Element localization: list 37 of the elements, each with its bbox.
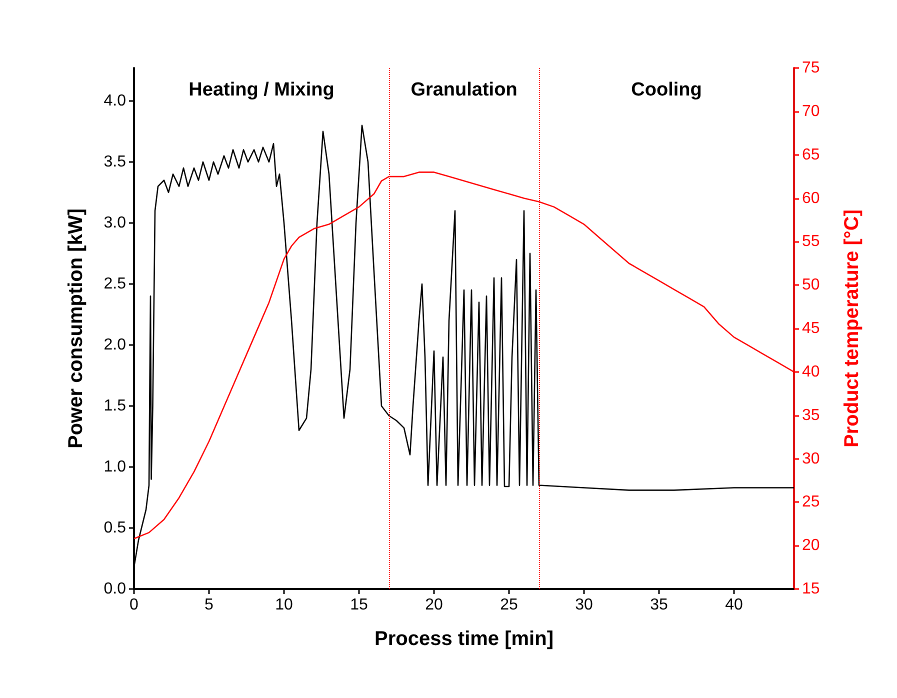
y2-tick-label: 20	[802, 537, 820, 554]
y2-tick-label: 40	[802, 363, 820, 380]
x-tick-label: 25	[500, 596, 518, 614]
x-tick-label: 15	[350, 596, 368, 614]
x-tick-label: 5	[204, 596, 214, 614]
y2-tick-label: 75	[802, 60, 820, 76]
x-tick-label: 30	[575, 596, 593, 614]
y2-tick-label: 30	[802, 450, 820, 468]
y-tick-label: 3.0	[104, 214, 126, 232]
y-tick-label: 1.0	[104, 458, 126, 476]
y2-axis-title: Product temperature [°C]	[841, 209, 863, 448]
y2-tick-label: 15	[802, 580, 820, 598]
x-tick-label: 20	[425, 596, 443, 614]
annotation: Granulation	[410, 80, 518, 100]
x-tick-label: 35	[650, 596, 668, 614]
y-axis-title: Power consumption [kW]	[65, 208, 87, 448]
y2-tick-label: 25	[802, 494, 820, 511]
y2-tick-label: 70	[802, 102, 820, 120]
annotation: Cooling	[631, 80, 702, 100]
y2-tick-label: 60	[802, 190, 820, 207]
y-tick-label: 0.5	[104, 519, 126, 536]
y-tick-label: 3.5	[104, 153, 126, 170]
x-tick-label: 10	[275, 596, 293, 614]
y-tick-label: 2.0	[104, 336, 126, 354]
y-tick-label: 0.0	[104, 580, 126, 598]
y-tick-label: 2.5	[104, 275, 126, 292]
y2-tick-label: 35	[802, 406, 820, 424]
x-tick-label: 40	[725, 596, 743, 614]
y-tick-label: 4.0	[104, 92, 126, 110]
y2-tick-label: 45	[802, 320, 820, 337]
x-tick-label: 0	[130, 596, 139, 614]
y2-tick-label: 65	[802, 146, 820, 164]
y2-tick-label: 50	[802, 276, 820, 294]
annotation: Heating / Mixing	[188, 80, 334, 100]
x-axis-title: Process time [min]	[374, 628, 554, 650]
y-tick-label: 1.5	[104, 397, 126, 414]
y2-tick-label: 55	[802, 233, 820, 250]
